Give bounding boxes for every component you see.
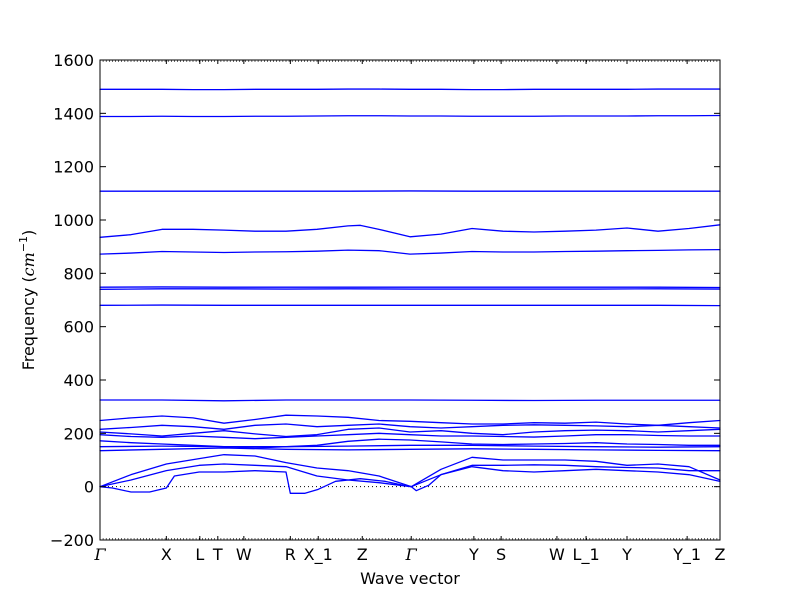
x-tick-label: L	[195, 545, 204, 564]
x-tick-label: X_1	[304, 545, 333, 565]
x-tick-label: X	[161, 545, 172, 564]
band-series-12	[99, 432, 721, 440]
x-tick-label: Y_1	[672, 545, 701, 565]
x-tick-label: Γ	[93, 545, 106, 564]
band-series-10	[99, 423, 721, 430]
x-tick-label: Y	[621, 545, 632, 564]
band-series-0	[99, 88, 721, 91]
y-tick-label: 1000	[53, 211, 94, 230]
x-tick-label: Γ	[405, 545, 418, 564]
y-tick-label: 600	[63, 318, 94, 337]
x-axis-ticks: Γ X L T W R X_1 Z Γ Y S W L_1 Y Y_1 Z	[93, 60, 726, 565]
band-series-7	[99, 304, 721, 307]
y-tick-label: 400	[63, 371, 94, 390]
band-series-4	[99, 248, 721, 255]
band-series-6	[99, 288, 721, 290]
x-tick-label: Z	[715, 545, 726, 564]
band-series-group	[99, 88, 721, 494]
y-axis-title: Frequency (cm−1)	[17, 230, 38, 371]
y-tick-label: 200	[63, 424, 94, 443]
band-series-13	[99, 438, 721, 449]
y-tick-label: 1200	[53, 158, 94, 177]
y-axis-ticks: −200 0 200 400 600 800 1000 1200 1400 1600	[50, 51, 720, 550]
y-tick-label: −200	[50, 531, 94, 550]
x-tick-label: L_1	[573, 545, 600, 565]
band-series-3	[99, 224, 721, 238]
band-series-1	[99, 114, 721, 118]
x-tick-label: W	[236, 545, 252, 564]
y-tick-label: 800	[63, 264, 94, 283]
y-tick-label: 0	[84, 478, 94, 497]
x-tick-label: W	[549, 545, 565, 564]
band-series-8	[99, 399, 721, 402]
band-series-14	[99, 444, 721, 448]
band-series-5	[99, 286, 721, 289]
band-series-15	[99, 447, 721, 452]
x-tick-label: S	[496, 545, 506, 564]
y-tick-label: 1600	[53, 51, 94, 70]
band-series-18	[99, 466, 721, 494]
x-axis-title: Wave vector	[360, 569, 460, 588]
y-tick-label: 1400	[53, 104, 94, 123]
x-tick-label: R	[285, 545, 296, 564]
band-series-9	[99, 414, 721, 426]
x-tick-label: Y	[468, 545, 479, 564]
band-series-11	[99, 427, 721, 438]
x-tick-label: T	[212, 545, 223, 564]
x-tick-label: Z	[357, 545, 368, 564]
